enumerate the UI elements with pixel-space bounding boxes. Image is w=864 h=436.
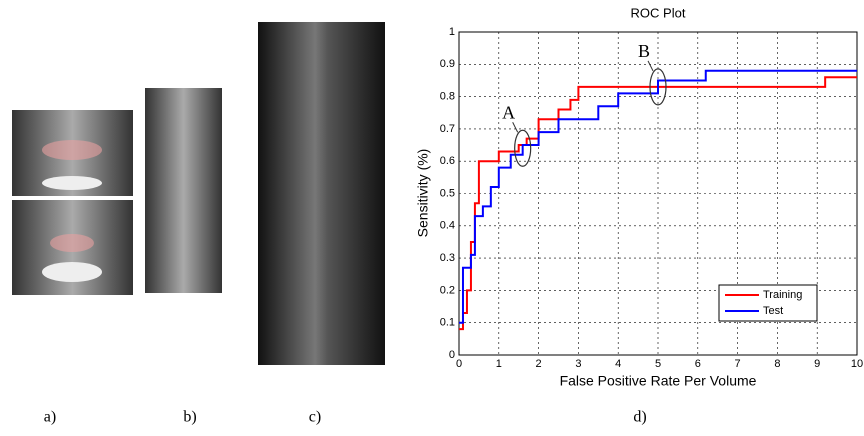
x-tick-label: 9: [814, 358, 820, 370]
annotation-leader: [512, 122, 519, 133]
image-b: [145, 88, 222, 293]
mri-images: [12, 22, 385, 365]
x-tick-label: 8: [774, 358, 780, 370]
panel-label: d): [633, 409, 646, 426]
annotation-text: B: [638, 41, 650, 61]
legend: [718, 284, 818, 322]
y-tick-label: 0.6: [440, 155, 455, 167]
chart-title: ROC Plot: [631, 5, 686, 20]
y-tick-label: 0.1: [440, 317, 455, 329]
x-tick-label: 0: [456, 358, 462, 370]
panel-label: a): [44, 409, 56, 426]
x-tick-label: 2: [536, 358, 542, 370]
x-tick-label: 4: [615, 358, 621, 370]
panel-label: c): [309, 409, 321, 426]
legend-label: Training: [763, 289, 802, 301]
lesion: [50, 234, 94, 252]
annotation-text: A: [502, 102, 515, 122]
x-tick-label: 1: [496, 358, 502, 370]
y-tick-label: 0.4: [440, 220, 455, 232]
y-tick-label: 0.7: [440, 123, 455, 135]
annotation-ellipse: [649, 68, 667, 106]
x-tick-label: 3: [575, 358, 581, 370]
roc-curve: [459, 69, 857, 324]
disc: [42, 262, 102, 282]
y-tick-label: 0: [449, 349, 455, 361]
x-axis-label: False Positive Rate Per Volume: [560, 373, 757, 389]
roc-curve: [459, 76, 857, 331]
y-tick-label: 0.5: [440, 187, 455, 199]
annotation-ellipse: [514, 129, 532, 167]
panel-label: b): [183, 409, 196, 426]
y-tick-label: 0.2: [440, 284, 455, 296]
y-tick-label: 0.9: [440, 58, 455, 70]
lesion: [42, 140, 102, 160]
y-axis-label: Sensitivity (%): [415, 149, 431, 238]
y-tick-label: 0.8: [440, 91, 455, 103]
x-tick-label: 5: [655, 358, 661, 370]
y-tick-label: 1: [449, 26, 455, 38]
y-tick-label: 0.3: [440, 252, 455, 264]
x-tick-label: 7: [735, 358, 741, 370]
annotation-leader: [647, 60, 654, 72]
image-c: [258, 22, 385, 365]
x-tick-label: 10: [851, 358, 863, 370]
legend-label: Test: [763, 305, 783, 317]
disc: [42, 176, 102, 190]
x-tick-label: 6: [695, 358, 701, 370]
